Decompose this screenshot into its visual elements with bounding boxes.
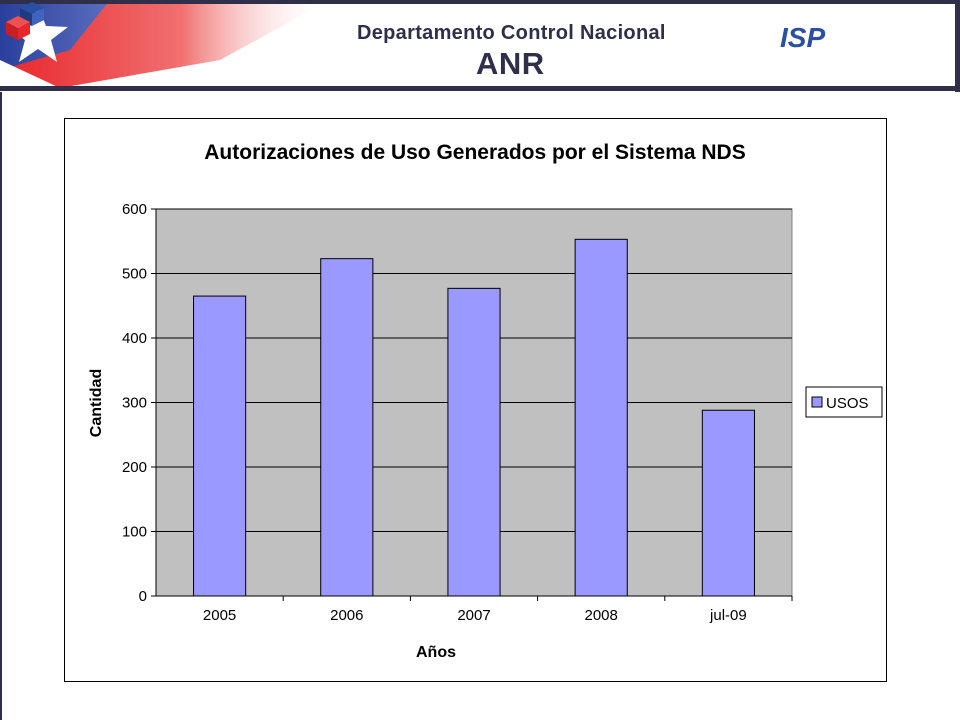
y-tick-label: 0 — [139, 588, 147, 605]
star-icon — [8, 6, 68, 62]
y-tick-label: 300 — [122, 395, 147, 412]
left-border — [0, 92, 2, 720]
anr-subtitle: ANR — [476, 46, 545, 81]
y-tick-label: 200 — [122, 459, 147, 476]
y-tick-label: 600 — [122, 201, 147, 218]
chart-title: Autorizaciones de Uso Generados por el S… — [204, 141, 745, 164]
department-title: Departamento Control Nacional — [357, 22, 666, 44]
bar-jul-09 — [701, 409, 755, 597]
x-tick-label: 2006 — [330, 607, 363, 624]
bar-2007 — [447, 287, 501, 597]
x-tick-label: 2007 — [457, 607, 490, 624]
y-tick-label: 400 — [122, 330, 147, 347]
legend-label: USOS — [826, 395, 869, 412]
y-tick-label: 100 — [122, 524, 147, 541]
y-axis-label: Cantidad — [88, 369, 105, 437]
y-tick-label: 500 — [122, 266, 147, 283]
bar-2008 — [574, 238, 628, 597]
x-axis-label: Años — [416, 644, 456, 661]
bar-2006 — [320, 258, 374, 597]
x-tick-label: jul-09 — [709, 607, 747, 624]
isp-logo-icon — [6, 2, 44, 40]
x-tick-label: 2005 — [203, 607, 236, 624]
page-header: Departamento Control Nacional ANR ISP — [0, 0, 960, 92]
bar-chart: Autorizaciones de Uso Generados por el S… — [88, 141, 883, 661]
bar-2005 — [193, 295, 247, 597]
x-tick-label: 2008 — [585, 607, 618, 624]
legend-swatch — [811, 396, 823, 408]
isp-logo-text: ISP — [780, 22, 826, 53]
header-banner — [0, 0, 960, 92]
chart-container: Autorizaciones de Uso Generados por el S… — [64, 118, 887, 682]
